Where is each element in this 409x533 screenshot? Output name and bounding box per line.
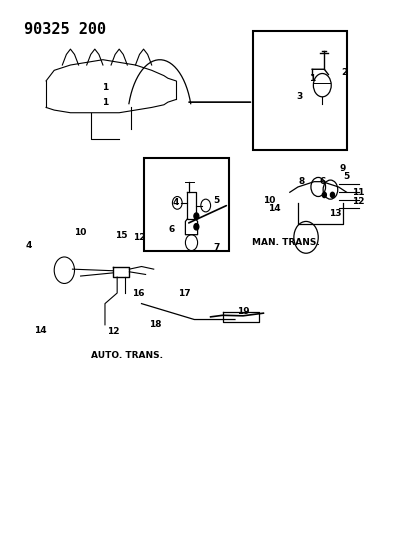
Text: 7: 7 [213,244,220,253]
Text: 10: 10 [74,228,87,237]
Text: 6: 6 [169,225,175,234]
Text: 5: 5 [344,172,350,181]
Bar [144,158,229,251]
Text: 10: 10 [263,196,276,205]
Text: 3: 3 [297,92,303,101]
Text: 12: 12 [352,197,364,206]
Bar [253,30,347,150]
Text: 8: 8 [299,177,305,186]
Text: 1: 1 [102,98,108,107]
Text: 13: 13 [329,209,342,218]
Text: 1: 1 [309,74,315,83]
Text: 15: 15 [115,231,128,240]
Text: 4: 4 [173,198,179,207]
Text: 19: 19 [237,307,249,316]
Text: 12: 12 [107,327,119,336]
Text: 1: 1 [102,83,108,92]
Text: 12: 12 [133,233,146,242]
Text: 90325 200: 90325 200 [24,21,106,37]
Circle shape [194,223,199,230]
Text: 11: 11 [352,188,364,197]
Text: MAN. TRANS.: MAN. TRANS. [252,238,319,247]
Text: 14: 14 [34,326,46,335]
Circle shape [330,192,335,198]
Text: 6: 6 [319,177,326,186]
Circle shape [194,213,199,219]
Text: 18: 18 [150,320,162,329]
Text: 4: 4 [26,241,32,250]
Text: 2: 2 [342,68,348,77]
Text: 9: 9 [339,164,346,173]
Text: AUTO. TRANS.: AUTO. TRANS. [91,351,163,360]
Text: 16: 16 [133,288,145,297]
Circle shape [322,192,326,198]
Text: 14: 14 [268,204,281,213]
Text: 5: 5 [213,196,220,205]
Text: 17: 17 [178,288,191,297]
